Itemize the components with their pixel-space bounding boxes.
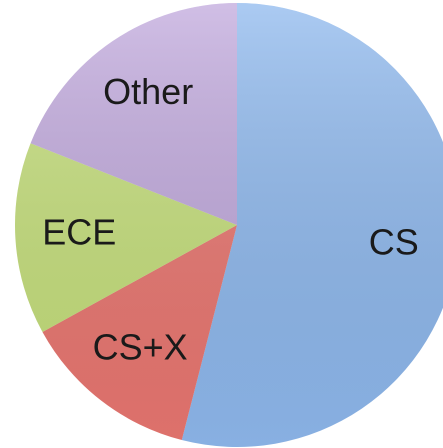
slice-label: Other [103, 71, 193, 112]
slice-label: CS [369, 221, 419, 262]
labels: CS CS+X ECE Other [42, 71, 418, 368]
slice-label: ECE [42, 211, 116, 252]
slice-label: CS+X [93, 326, 188, 367]
pie [15, 3, 443, 447]
pie-shade [15, 3, 443, 447]
